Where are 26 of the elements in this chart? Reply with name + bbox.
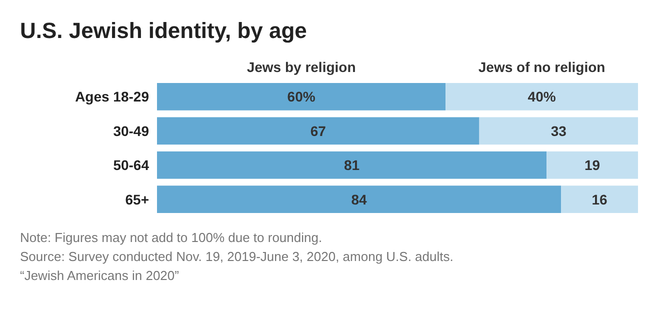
- data-label: 67: [310, 122, 326, 139]
- series-label: Jews by religion: [246, 59, 356, 75]
- bar: [479, 117, 638, 145]
- y-tick-label: 30-49: [113, 122, 150, 139]
- bar: [446, 83, 638, 110]
- chart-title: U.S. Jewish identity, by age: [20, 18, 307, 43]
- bar: [157, 83, 446, 110]
- y-tick-label: Ages 18-29: [75, 88, 150, 105]
- y-tick-label: 50-64: [113, 157, 150, 174]
- series-label: Jews of no religion: [478, 59, 606, 75]
- source-note: Source: Survey conducted Nov. 19, 2019-June 3, 2020, among U.S. adults.: [20, 249, 454, 264]
- y-tick-label: 65+: [125, 191, 149, 208]
- text: “Jewish Americans in 2020”: [20, 268, 179, 283]
- data-label: 16: [592, 191, 608, 208]
- data-label: 84: [351, 191, 368, 208]
- data-label: 19: [584, 157, 600, 174]
- bar: [157, 186, 562, 213]
- data-label: 33: [550, 122, 567, 139]
- bar: [157, 151, 547, 179]
- text: Note: Figures may not add to 100% due to rounding.: [20, 230, 322, 245]
- bar: [561, 186, 638, 213]
- data-label: 60%: [287, 88, 316, 105]
- bar: [546, 151, 638, 179]
- bar: [157, 117, 480, 145]
- data-label: 81: [344, 157, 360, 174]
- data-label: 40%: [528, 88, 556, 105]
